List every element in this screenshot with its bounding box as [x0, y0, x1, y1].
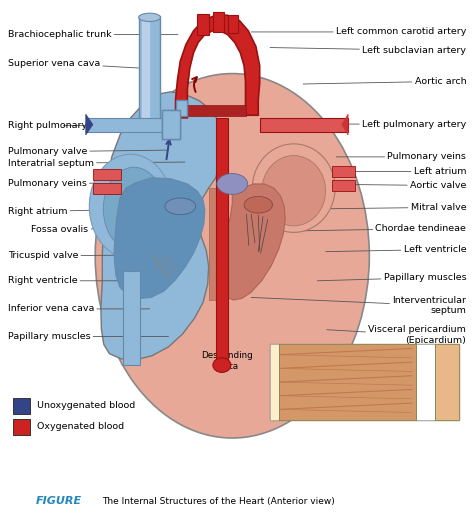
Ellipse shape: [103, 167, 164, 251]
Ellipse shape: [89, 155, 172, 258]
Polygon shape: [331, 180, 355, 191]
Text: Oxygenated blood: Oxygenated blood: [37, 422, 124, 431]
Polygon shape: [187, 105, 246, 116]
Text: Aortic valve: Aortic valve: [301, 181, 466, 190]
Text: Pulmonary veins: Pulmonary veins: [336, 152, 466, 161]
Polygon shape: [93, 183, 121, 194]
Text: Interatrial septum: Interatrial septum: [8, 159, 185, 168]
Text: Aortic arch: Aortic arch: [303, 77, 466, 86]
Text: Left ventricle: Left ventricle: [326, 245, 466, 254]
Text: Descending
aorta: Descending aorta: [201, 351, 253, 371]
Text: Tricuspid valve: Tricuspid valve: [8, 251, 173, 260]
Polygon shape: [228, 15, 238, 33]
Bar: [279, 345, 416, 420]
Ellipse shape: [262, 156, 326, 226]
Polygon shape: [216, 118, 228, 365]
Text: Pulmonary veins: Pulmonary veins: [8, 180, 109, 188]
Text: Brachiocephalic trunk: Brachiocephalic trunk: [8, 30, 178, 39]
Bar: [12, 419, 30, 435]
Polygon shape: [342, 114, 348, 135]
Bar: [270, 345, 459, 420]
Polygon shape: [86, 118, 164, 132]
Text: Myocardium: Myocardium: [319, 376, 373, 385]
Text: Papillary muscles: Papillary muscles: [8, 332, 168, 341]
Text: Left pulmonary artery: Left pulmonary artery: [341, 120, 466, 128]
Polygon shape: [86, 114, 93, 135]
Text: Left atrium: Left atrium: [327, 167, 466, 176]
Text: Fossa ovalis: Fossa ovalis: [31, 226, 156, 234]
Text: Superior vena cava: Superior vena cava: [8, 58, 145, 68]
Polygon shape: [260, 118, 348, 132]
Polygon shape: [139, 16, 160, 126]
Text: Endocardium: Endocardium: [282, 350, 340, 359]
Polygon shape: [209, 188, 219, 300]
Text: Left common carotid artery: Left common carotid artery: [251, 28, 466, 37]
Text: Pulmonary valve: Pulmonary valve: [8, 147, 168, 156]
Polygon shape: [114, 177, 205, 299]
Text: Unoxygenated blood: Unoxygenated blood: [37, 401, 136, 410]
Text: Inferior vena cava: Inferior vena cava: [8, 304, 150, 313]
Bar: [270, 345, 279, 420]
Polygon shape: [197, 14, 209, 34]
Polygon shape: [331, 166, 355, 176]
Text: Interventricular
septum: Interventricular septum: [251, 295, 466, 315]
Polygon shape: [162, 110, 180, 139]
Text: Mitral valve: Mitral valve: [313, 203, 466, 212]
Text: Right pulmonary artery: Right pulmonary artery: [8, 121, 119, 130]
Bar: [416, 345, 435, 420]
Polygon shape: [142, 17, 150, 125]
Text: The Internal Structures of the Heart (Anterior view): The Internal Structures of the Heart (An…: [102, 497, 335, 506]
Ellipse shape: [244, 196, 273, 213]
Polygon shape: [213, 12, 224, 32]
Text: Pericardial
space: Pericardial space: [408, 350, 455, 370]
Ellipse shape: [217, 173, 247, 194]
Bar: [12, 398, 30, 414]
Ellipse shape: [165, 198, 196, 215]
Ellipse shape: [95, 74, 369, 438]
Text: Visceral pericardium
(Epicardium): Visceral pericardium (Epicardium): [327, 325, 466, 345]
Text: Right atrium: Right atrium: [8, 207, 145, 216]
Ellipse shape: [139, 13, 160, 21]
Polygon shape: [101, 92, 223, 360]
Polygon shape: [93, 169, 121, 180]
Text: Chordae tendineae: Chordae tendineae: [301, 224, 466, 233]
Ellipse shape: [252, 144, 335, 232]
Text: Papillary muscles: Papillary muscles: [318, 273, 466, 282]
Text: Left subclavian artery: Left subclavian artery: [270, 45, 466, 55]
Text: Parietal
pericardium: Parietal pericardium: [401, 400, 455, 419]
Bar: [435, 345, 459, 420]
Text: FIGURE: FIGURE: [36, 496, 82, 506]
Polygon shape: [123, 271, 140, 365]
Polygon shape: [217, 184, 285, 300]
Text: Right ventricle: Right ventricle: [8, 276, 152, 286]
Polygon shape: [162, 100, 187, 139]
Ellipse shape: [213, 358, 231, 372]
Polygon shape: [175, 15, 260, 118]
